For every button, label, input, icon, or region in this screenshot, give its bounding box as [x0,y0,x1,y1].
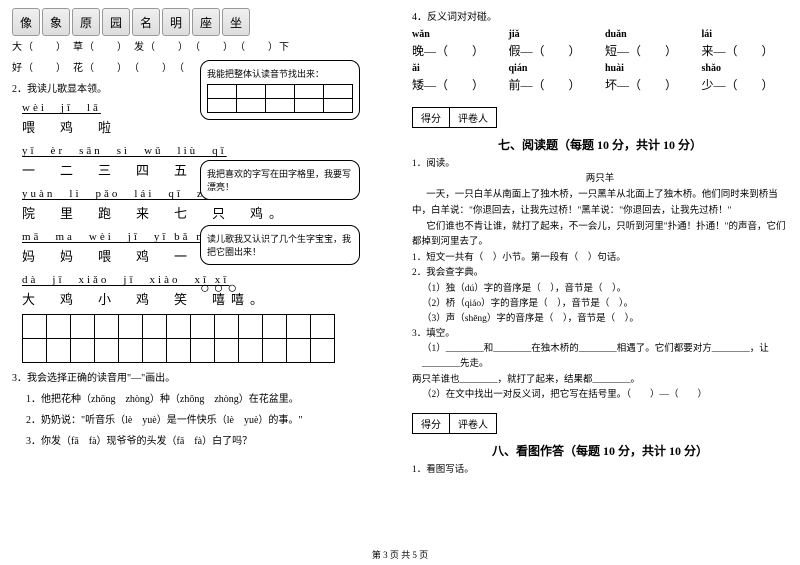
q8-item: 1．看图写话。 [412,463,788,478]
anti-pinyin: huài [605,63,692,74]
reading-q: 1．短文一共有（ ）小节。第一段有（ ）句话。 [412,251,788,266]
apple-char: 园 [102,8,130,36]
grader-label: 评卷人 [450,414,496,433]
reading-sub: 两只羊谁也________，就打了起来，结果都________。 [412,373,788,388]
anti-pinyin: wǎn [412,29,499,40]
antonym-row: wǎn 晚—（ ） jiǎ 假—（ ） duǎn 短—（ ） lái 来—（ ） [412,29,788,59]
apple-char: 象 [42,8,70,36]
apple-row: 像 象 原 园 名 明 座 坐 [12,8,388,36]
anti-hanzi: 晚—（ ） [412,42,499,59]
reading-block: 1．阅读。 两只羊 一天，一只白羊从南面上了独木桥，一只黑羊从北面上了独木桥。他… [412,157,788,403]
page-footer: 第 3 页 共 5 页 [0,548,800,561]
anti-pinyin: duǎn [605,29,692,40]
anti-hanzi: 前—（ ） [509,76,596,93]
apple-char: 座 [192,8,220,36]
anti-pinyin: jiǎ [509,29,596,40]
apple-char: 明 [162,8,190,36]
reading-sub: （2）在文中找出一对反义词，把它写在括号里。（ ）—（ ） [422,388,788,403]
score-box: 得分 评卷人 [412,107,497,128]
reading-sub: （3）声（shēng）字的音序是（ ），音节是（ ）。 [422,312,788,327]
reading-para: 它们谁也不肯让谁，就打了起来，不一会儿，只听到河里"扑通！扑通！"的声音，它们都… [412,220,788,250]
q3-item: 3．你发（fā fà）现爷爷的头发（fā fà）白了吗？ [26,432,388,447]
apple-char: 像 [12,8,40,36]
score-label: 得分 [413,414,450,433]
anti-hanzi: 假—（ ） [509,42,596,59]
apple-char: 原 [72,8,100,36]
speech-bubble-3: 读儿歌我又认识了几个生字宝宝，我把它圈出来！ [200,225,360,265]
read-num: 1．阅读。 [412,157,788,172]
score-label: 得分 [413,108,450,127]
anti-hanzi: 矮—（ ） [412,76,499,93]
anti-hanzi: 坏—（ ） [605,76,692,93]
bubble-grid [207,84,353,113]
bubble-text: 我能把整体认读音节找出来： [207,67,353,80]
thought-tail-icon: ○ ○ ○ [200,280,237,298]
q3-item: 1．他把花种（zhōng zhòng）种（zhōng zhòng）在花盆里。 [26,390,388,405]
hanzi-line: 院 里 跑 来 七 只 鸡。 [22,203,388,222]
tian-grid [22,314,335,363]
q3-item: 2．奶奶说："听音乐（lè yuè）是一件快乐（lè yuè）的事。" [26,411,388,426]
anti-pinyin: qián [509,63,596,74]
anti-hanzi: 少—（ ） [702,76,789,93]
score-box: 得分 评卷人 [412,413,497,434]
reading-sub: （1）独（dú）字的音序是（ ），音节是（ ）。 [422,282,788,297]
speech-bubble-2: 我把喜欢的字写在田字格里，我要写漂亮！ [200,160,360,200]
reading-para: 一天，一只白羊从南面上了独木桥，一只黑羊从北面上了独木桥。他们同时来到桥当中，白… [412,188,788,218]
pinyin-line: yī èr sān sì wǔ liù qī [22,142,388,158]
antonym-row: ǎi 矮—（ ） qián 前—（ ） huài 坏—（ ） shǎo 少—（ ） [412,63,788,93]
speech-bubble-1: 我能把整体认读音节找出来： [200,60,360,120]
anti-pinyin: shǎo [702,63,789,74]
grader-label: 评卷人 [450,108,496,127]
fill-line-1: 大（ ） 草（ ） 发（ ） （ ） （ ）下 [12,38,388,53]
reading-q: 2．我会查字典。 [412,266,788,281]
anti-pinyin: ǎi [412,63,499,74]
q3-title: 3．我会选择正确的读音用"—"画出。 [12,369,388,384]
anti-pinyin: lái [702,29,789,40]
anti-hanzi: 来—（ ） [702,42,789,59]
reading-sub: （2）桥（qiáo）字的音序是（ ），音节是（ ）。 [422,297,788,312]
section-8-title: 八、看图作答（每题 10 分，共计 10 分） [412,442,788,459]
rhyme-block: wèi jī lā 喂 鸡 啦 yī èr sān sì wǔ liù qī 一… [22,99,388,308]
reading-title: 两只羊 [412,172,788,187]
apple-char: 坐 [222,8,250,36]
reading-sub: （1）________和________在独木桥的________相遇了。它们都… [422,342,788,372]
anti-hanzi: 短—（ ） [605,42,692,59]
apple-char: 名 [132,8,160,36]
section-7-title: 七、阅读题（每题 10 分，共计 10 分） [412,136,788,153]
reading-q: 3．填空。 [412,327,788,342]
q4-title: 4．反义词对对碰。 [412,8,788,23]
